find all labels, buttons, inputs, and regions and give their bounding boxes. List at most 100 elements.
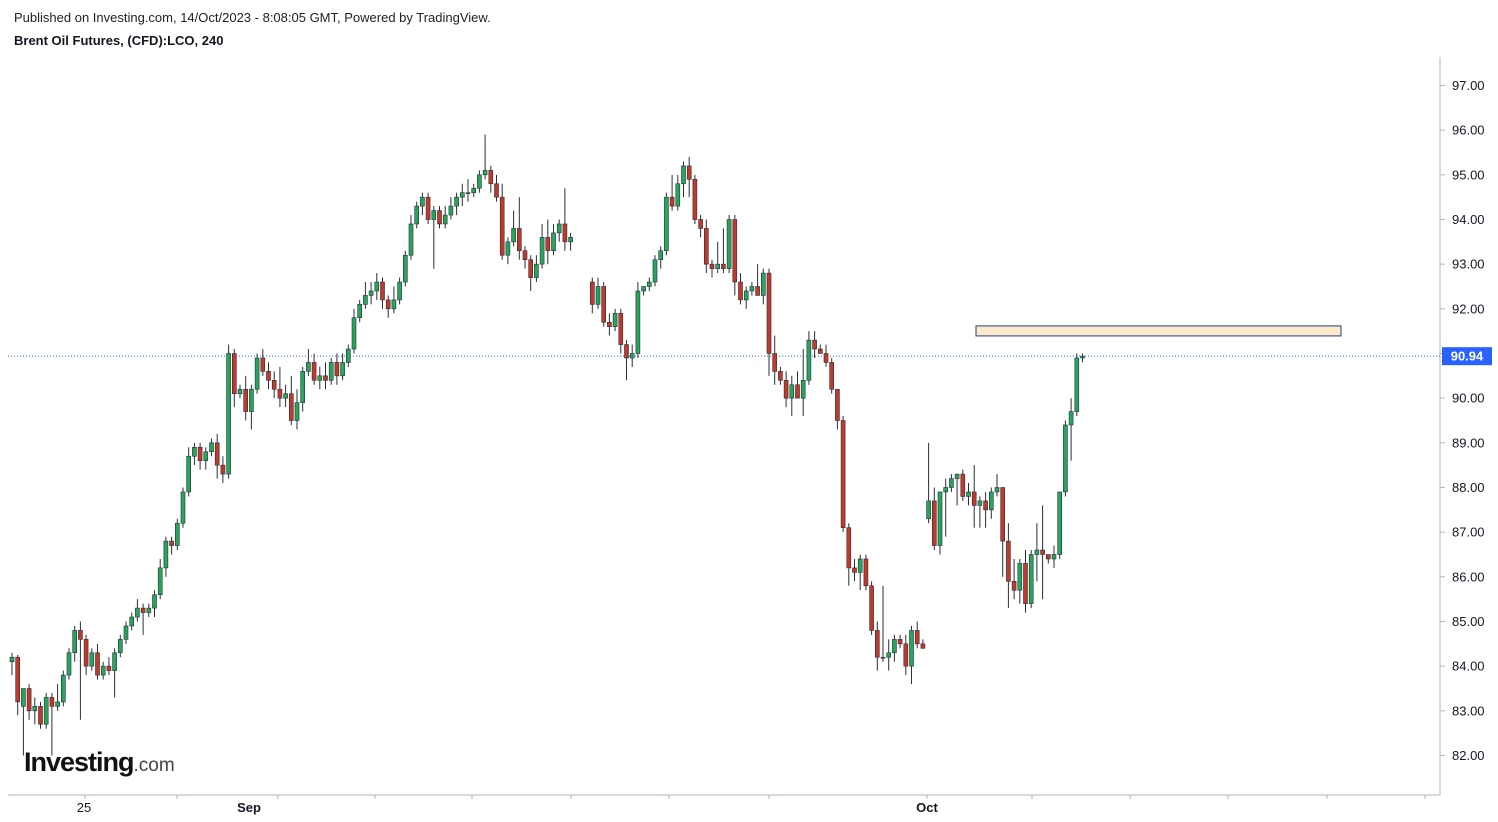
candle — [528, 255, 534, 291]
candle-body-up — [368, 290, 374, 296]
candle-body-up — [675, 183, 681, 207]
candle — [374, 273, 380, 300]
candle-body-up — [317, 375, 323, 381]
candle — [698, 215, 703, 238]
candle-body-up — [9, 656, 15, 663]
candle-body-down — [516, 228, 522, 252]
candle-body-up — [1034, 549, 1040, 555]
y-tick-label: 87.00 — [1452, 525, 1485, 540]
candle — [237, 384, 243, 399]
candle — [726, 215, 732, 274]
candle — [556, 219, 562, 242]
candle — [863, 554, 869, 591]
candle-body-up — [112, 652, 117, 671]
candle — [368, 282, 374, 305]
candle — [488, 165, 494, 193]
candle — [499, 183, 505, 260]
y-tick-label: 95.00 — [1452, 167, 1485, 182]
x-tick-label: Oct — [916, 800, 938, 815]
candle — [49, 692, 55, 756]
candle-body-down — [1000, 487, 1006, 542]
candle — [715, 241, 721, 274]
candle-body-up — [192, 446, 197, 457]
candle-body-up — [254, 357, 260, 390]
candle-body-up — [943, 487, 949, 493]
candle — [55, 684, 60, 711]
candle-body-down — [1023, 563, 1028, 604]
candle-body-up — [1074, 357, 1080, 412]
candle — [38, 701, 43, 729]
candle-body-up — [351, 317, 357, 350]
candle-body-down — [686, 165, 692, 180]
candle — [852, 558, 857, 582]
candle-body-up — [556, 223, 562, 234]
y-tick-label: 92.00 — [1452, 301, 1485, 316]
candle — [1028, 550, 1034, 609]
candle-body-up — [477, 174, 482, 189]
candle — [209, 438, 214, 457]
candle-body-down — [920, 643, 926, 649]
candle — [988, 487, 994, 519]
candle-body-down — [709, 263, 715, 269]
candle-body-up — [612, 312, 618, 327]
candle-body-up — [789, 384, 795, 399]
candle-body-up — [203, 451, 209, 461]
candle — [545, 219, 551, 265]
candle — [340, 353, 345, 381]
candle-body-down — [772, 353, 778, 372]
candle — [971, 465, 977, 528]
candle-body-down — [703, 228, 709, 265]
candle — [800, 349, 806, 417]
candle-body-down — [488, 170, 494, 185]
candle — [516, 197, 522, 260]
candle — [846, 523, 852, 586]
candle — [1057, 491, 1062, 559]
candle-body-down — [106, 665, 112, 671]
candle — [534, 255, 539, 283]
candle-body-down — [311, 362, 317, 381]
candle — [317, 366, 323, 390]
candle-body-up — [146, 607, 152, 613]
candle — [778, 366, 783, 385]
candle-body-up — [760, 272, 766, 296]
candle — [1074, 353, 1080, 417]
candle-body-up — [534, 263, 539, 278]
candle-body-down — [38, 706, 43, 725]
candle-body-up — [72, 630, 77, 654]
candle-body-down — [903, 643, 909, 667]
candle — [721, 228, 726, 274]
candle — [732, 215, 738, 296]
candle-body-down — [499, 196, 505, 256]
candle — [624, 340, 629, 381]
candle — [437, 206, 442, 229]
candle-body-up — [1068, 411, 1074, 426]
candle — [1040, 505, 1045, 600]
candle — [692, 174, 698, 224]
candle — [83, 634, 89, 676]
candle — [931, 487, 937, 551]
candle-body-up — [118, 639, 123, 654]
candle — [943, 478, 949, 537]
candle-body-up — [954, 473, 960, 479]
candle-body-down — [960, 473, 966, 497]
candle-body-up — [43, 697, 49, 725]
candle-body-down — [624, 344, 629, 359]
candle-body-down — [766, 272, 772, 354]
candle-body-up — [1080, 355, 1085, 359]
candle — [681, 161, 686, 198]
candle-body-down — [607, 321, 612, 328]
candle — [277, 366, 283, 408]
candle-body-up — [726, 219, 732, 269]
candle-body-up — [482, 170, 488, 176]
candle-body-down — [288, 393, 294, 421]
candle-body-down — [840, 420, 846, 528]
candle-body-up — [391, 299, 397, 310]
y-tick-label: 93.00 — [1452, 257, 1485, 272]
candle — [66, 648, 72, 680]
candle-body-up — [629, 353, 635, 359]
candle-body-down — [140, 607, 146, 613]
candle-body-down — [334, 362, 340, 377]
candle — [477, 170, 482, 193]
candle-body-up — [226, 353, 231, 475]
